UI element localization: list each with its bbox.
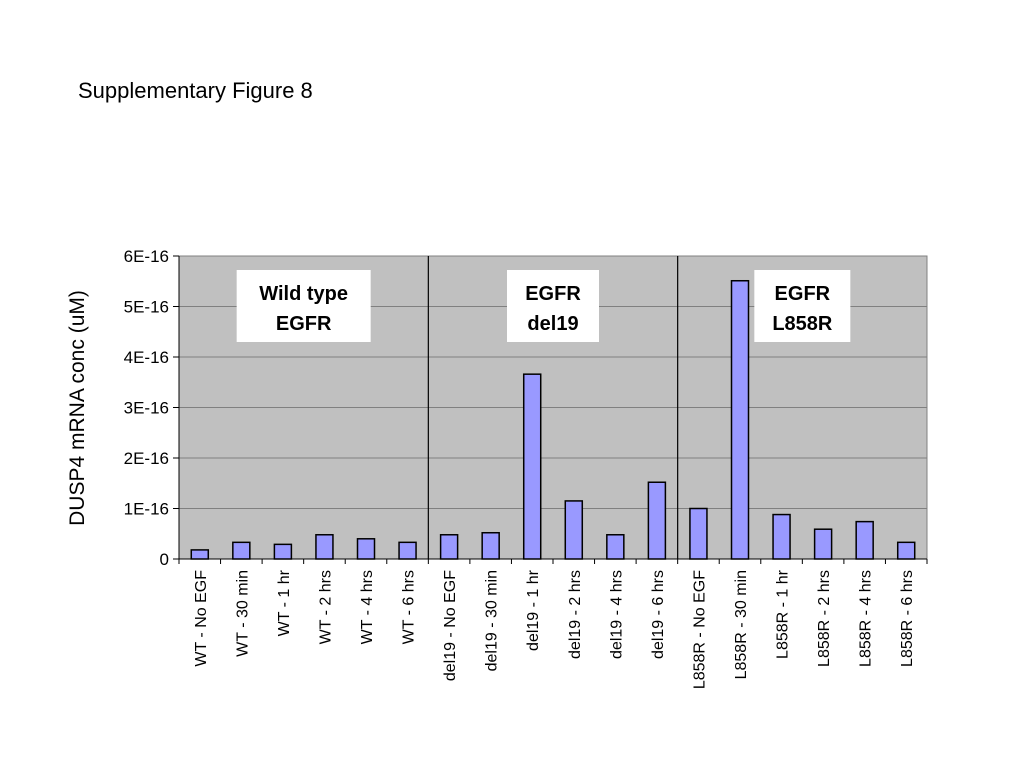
bar	[564, 500, 584, 560]
bar	[896, 541, 916, 560]
x-tick-label: WT - 2 hrs	[317, 570, 334, 644]
x-tick-label: del19 - No EGF	[442, 570, 459, 681]
group-label-text: EGFR	[276, 313, 332, 335]
y-tick-label: 0	[160, 550, 169, 569]
x-tick-label: WT - 30 min	[234, 570, 251, 657]
bar	[356, 538, 376, 560]
x-tick-label: L858R - 30 min	[733, 570, 750, 679]
y-axis-title: DUSP4 mRNA conc (uM)	[66, 290, 89, 526]
group-label-text: Wild type	[259, 283, 348, 305]
x-tick-label: L858R - No EGF	[691, 570, 708, 689]
x-tick-label: L858R - 2 hrs	[816, 570, 833, 667]
x-tick-label: L858R - 1 hr	[775, 569, 792, 659]
bar	[606, 534, 625, 560]
group-label-background	[507, 270, 599, 342]
x-tick-label: L858R - 6 hrs	[899, 570, 916, 667]
page-title: Supplementary Figure 8	[78, 78, 313, 103]
bar	[813, 528, 833, 560]
group-label-background	[754, 270, 851, 342]
bar	[772, 513, 791, 560]
group-label-text: EGFR	[775, 283, 831, 305]
x-tick-label: del19 - 30 min	[484, 570, 501, 671]
x-tick-label: WT - 4 hrs	[359, 570, 376, 644]
y-tick-label: 6E-16	[124, 247, 169, 266]
axes	[173, 255, 928, 564]
x-tick-label: WT - No EGF	[193, 570, 210, 667]
group-dividers	[427, 256, 679, 559]
group-labels: Wild type EGFR EGFR del19 EGFR L858R	[236, 270, 851, 342]
x-tick-labels: WT - No EGF WT - 30 min WT - 1 hr WT - 2 hr…	[193, 569, 916, 689]
x-tick-label: L858R - 4 hrs	[858, 570, 875, 667]
bar	[439, 534, 459, 560]
y-tick-labels: 0 1E-16 2E-16 3E-16 4E-16 5E-16 6E-16	[124, 247, 169, 569]
bar	[689, 507, 708, 560]
y-tick-label: 4E-16	[124, 348, 169, 367]
group-label-text: EGFR	[525, 283, 581, 305]
group-label-box: EGFR del19	[507, 270, 599, 342]
x-tick-label: del19 - 6 hrs	[650, 570, 667, 659]
x-tick-label: del19 - 4 hrs	[608, 570, 625, 659]
y-tick-label: 1E-16	[124, 500, 169, 519]
bar	[398, 541, 417, 560]
x-tick-label: del19 - 2 hrs	[567, 570, 584, 659]
bar	[315, 534, 334, 560]
y-tick-label: 5E-16	[124, 298, 169, 317]
group-label-text: del19	[527, 313, 578, 335]
bar	[855, 520, 874, 560]
x-tick-label: WT - 1 hr	[276, 569, 293, 636]
group-label-box: Wild type EGFR	[236, 270, 371, 342]
bar	[730, 279, 750, 560]
bar	[190, 549, 210, 560]
bar	[481, 531, 500, 560]
bar	[522, 373, 542, 560]
bar	[647, 481, 667, 560]
group-label-background	[236, 270, 371, 342]
bar	[232, 541, 251, 560]
group-label-box: EGFR L858R	[754, 270, 851, 342]
y-tick-label: 2E-16	[124, 449, 169, 468]
bar	[273, 543, 293, 560]
x-tick-label: del19 - 1 hr	[525, 569, 542, 651]
y-tick-label: 3E-16	[124, 399, 169, 418]
x-tick-label: WT - 6 hrs	[401, 570, 418, 644]
group-label-text: L858R	[772, 313, 833, 335]
